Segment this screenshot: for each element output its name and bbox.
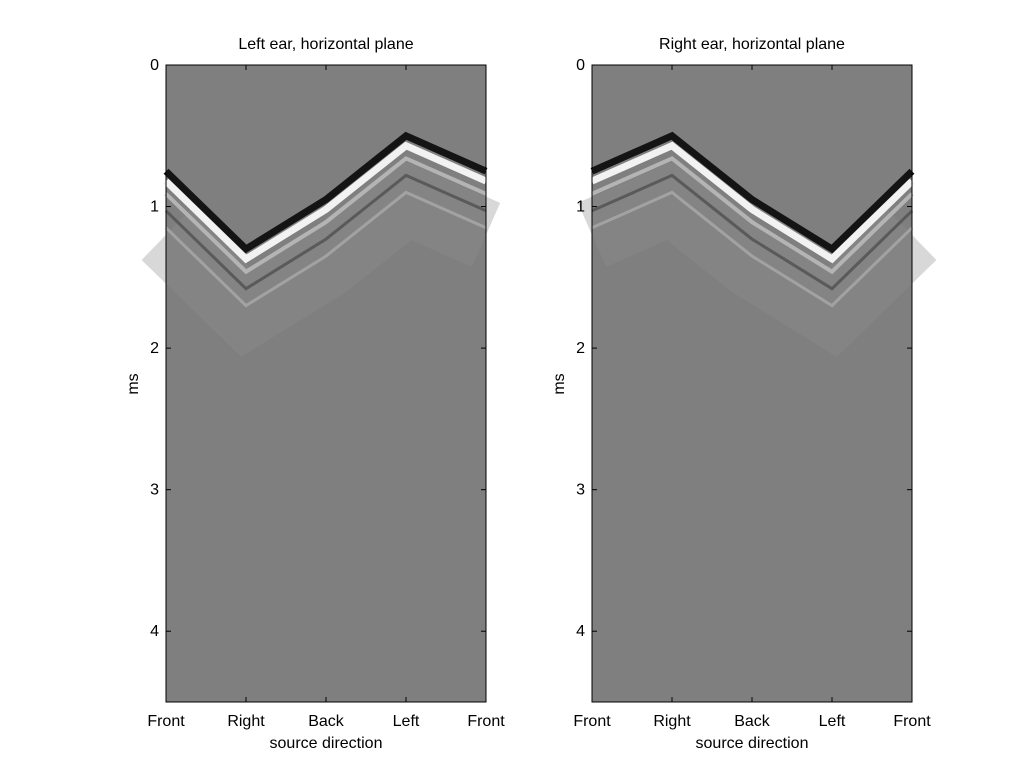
right-ear-wavefront-ripple-2 xyxy=(591,173,914,291)
left-ear-heatmap xyxy=(141,64,501,703)
left-ear-x-tick-label: Back xyxy=(308,713,345,730)
left-ear-wavefront-dark xyxy=(163,131,488,254)
left-ear-x-tick-label: Front xyxy=(147,713,185,730)
right-ear-y-tick-label: 1 xyxy=(576,199,585,216)
right-ear-ylabel: ms xyxy=(551,373,568,394)
left-ear-x-tick: Front xyxy=(147,65,185,730)
right-ear-y-tick-label: 4 xyxy=(576,623,585,640)
left-ear-x-tick-label: Left xyxy=(393,713,420,730)
left-ear-xlabel: source direction xyxy=(270,735,383,752)
right-ear-heatmap xyxy=(577,64,937,703)
left-ear-y-tick: 3 xyxy=(150,482,486,499)
left-ear-y-tick: 0 xyxy=(150,57,486,74)
right-ear-title: Right ear, horizontal plane xyxy=(659,36,845,53)
left-ear-wavefront-bright xyxy=(163,141,488,264)
right-ear-wavefront-bright xyxy=(590,141,915,264)
right-ear-y-tick: 4 xyxy=(576,623,912,640)
right-ear-wavefront-ripple-3 xyxy=(591,190,914,308)
left-ear-ylabel: ms xyxy=(125,373,142,394)
left-ear-y-axis: 0 1 2 3 4 xyxy=(150,57,486,640)
left-ear-wavefront-shadow xyxy=(141,158,501,357)
left-ear-x-tick: Back xyxy=(308,65,345,730)
right-ear-y-tick-label: 2 xyxy=(576,340,585,357)
left-ear-fade-overlay xyxy=(166,380,486,702)
left-ear-x-tick: Front xyxy=(467,65,505,730)
right-ear-y-tick: 3 xyxy=(576,482,912,499)
left-ear-y-tick: 1 xyxy=(150,199,486,216)
left-ear-x-axis: Front Right Back Left Front xyxy=(147,65,505,730)
left-ear-y-tick-label: 4 xyxy=(150,623,159,640)
left-ear-title: Left ear, horizontal plane xyxy=(238,36,413,53)
left-ear-wavefront-ripple-3 xyxy=(164,190,487,308)
left-ear-y-tick-label: 1 xyxy=(150,199,159,216)
left-ear-wavefront-ripple-1 xyxy=(164,156,487,275)
right-ear-x-axis: Front Right Back Left Front xyxy=(573,65,931,730)
right-ear-x-tick: Front xyxy=(573,65,611,730)
right-ear-y-tick: 0 xyxy=(576,57,912,74)
right-ear-y-tick-label: 3 xyxy=(576,482,585,499)
left-ear-y-tick-label: 3 xyxy=(150,482,159,499)
right-ear-x-tick: Back xyxy=(734,65,771,730)
right-ear-y-axis: 0 1 2 3 4 xyxy=(576,57,912,640)
right-ear-panel: Right ear, horizontal plane ms source di… xyxy=(551,36,937,752)
right-ear-y-tick: 1 xyxy=(576,199,912,216)
right-ear-wavefront-ripple-1 xyxy=(591,156,914,275)
right-ear-fade-overlay xyxy=(592,380,912,702)
left-ear-y-tick-label: 2 xyxy=(150,340,159,357)
right-ear-x-tick-label: Back xyxy=(734,713,771,730)
left-ear-x-tick-label: Right xyxy=(227,713,265,730)
right-ear-x-tick: Left xyxy=(819,65,846,730)
right-ear-wavefront-shadow xyxy=(577,158,937,357)
left-ear-y-tick: 2 xyxy=(150,340,486,357)
right-ear-x-tick-label: Left xyxy=(819,713,846,730)
right-ear-wavefront-dark xyxy=(590,131,915,254)
right-ear-y-tick: 2 xyxy=(576,340,912,357)
right-ear-x-tick-label: Right xyxy=(653,713,691,730)
right-ear-x-tick-label: Front xyxy=(573,713,611,730)
right-ear-x-tick-label: Front xyxy=(893,713,931,730)
left-ear-x-tick: Left xyxy=(393,65,420,730)
left-ear-wavefront-ripple-2 xyxy=(164,173,487,291)
left-ear-panel: Left ear, horizontal plane ms source dir… xyxy=(125,36,505,752)
right-ear-x-tick: Right xyxy=(653,65,691,730)
left-ear-x-tick-label: Front xyxy=(467,713,505,730)
right-ear-xlabel: source direction xyxy=(696,735,809,752)
right-ear-y-tick-label: 0 xyxy=(576,57,585,74)
right-ear-x-tick: Front xyxy=(893,65,931,730)
left-ear-y-tick: 4 xyxy=(150,623,486,640)
left-ear-x-tick: Right xyxy=(227,65,265,730)
left-ear-y-tick-label: 0 xyxy=(150,57,159,74)
